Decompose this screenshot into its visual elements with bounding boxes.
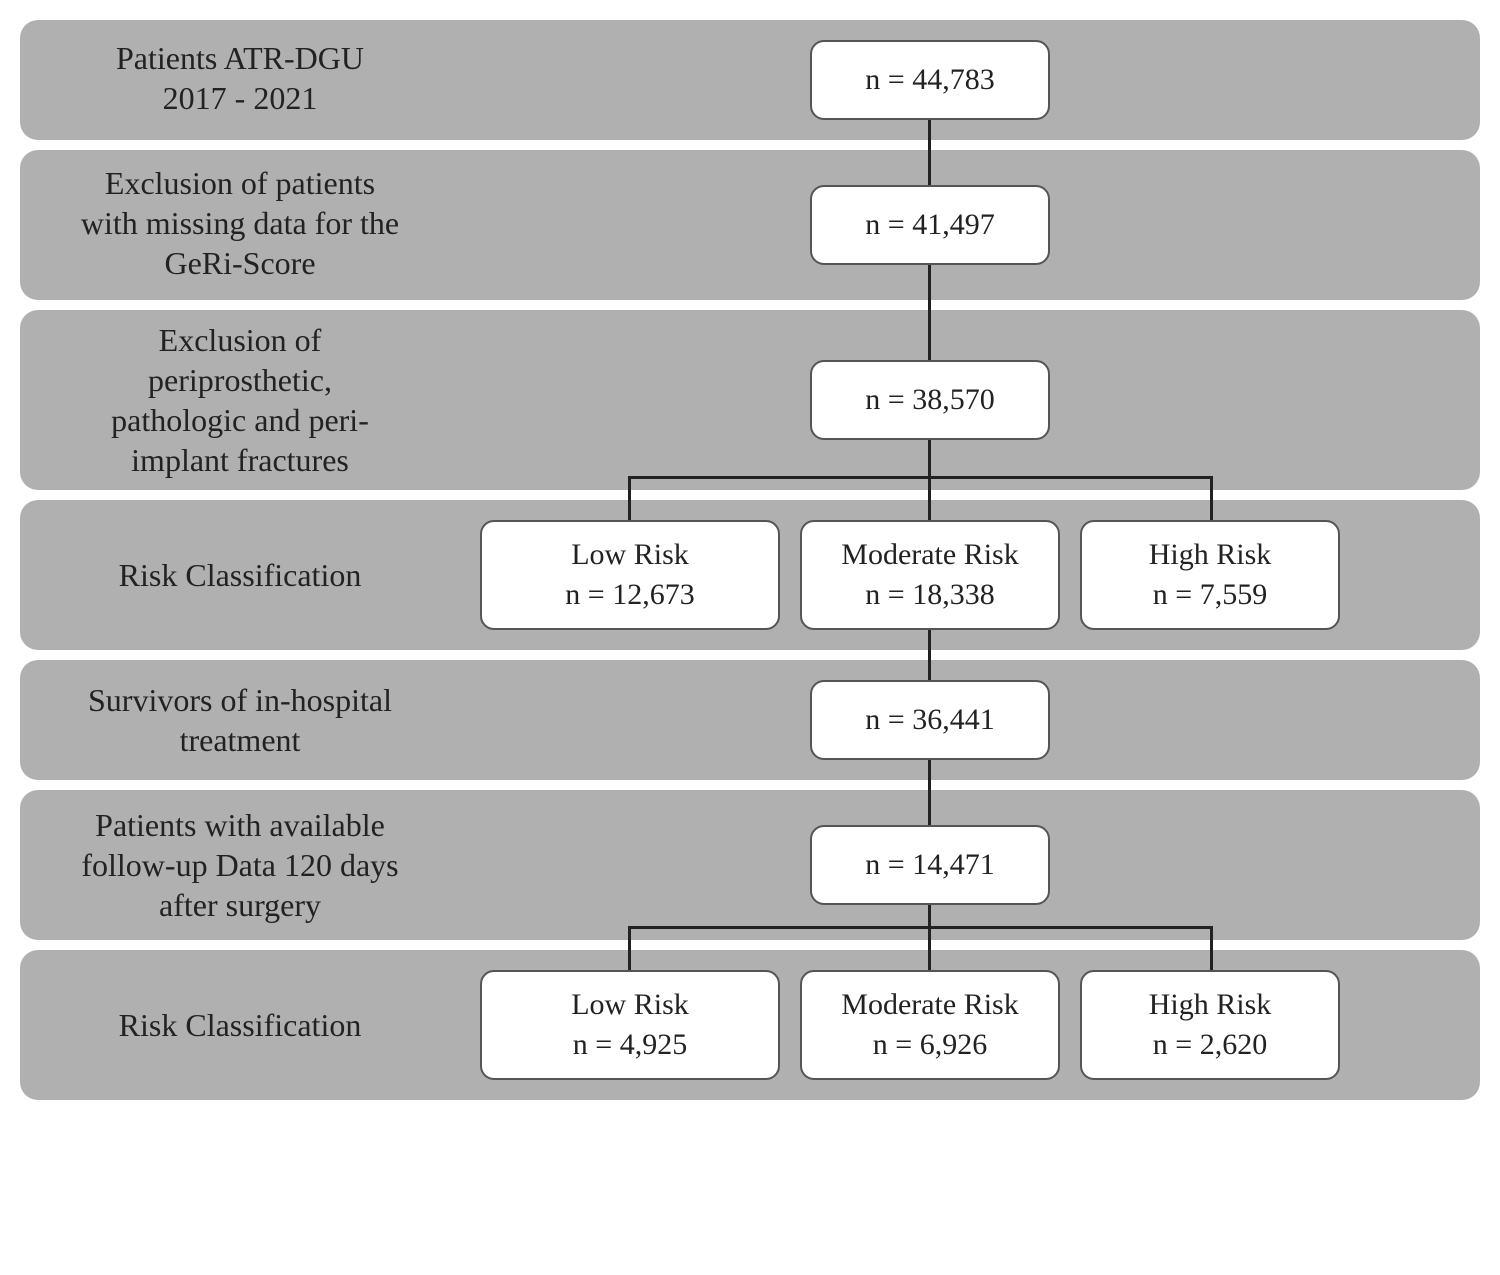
connector-v-1	[928, 120, 931, 185]
row-label-3: Exclusion of periprosthetic, pathologic …	[40, 320, 440, 480]
row-2-line-2: with missing data for the	[81, 205, 399, 241]
row-5-line-2: treatment	[180, 722, 301, 758]
node-total: n = 44,783	[810, 40, 1050, 120]
row-7-line-1: Risk Classification	[119, 1007, 362, 1043]
connector-v-2	[928, 265, 931, 360]
connector-branch2-drop-mod	[928, 926, 931, 970]
node-risk2-low-count: n = 4,925	[573, 1025, 687, 1066]
node-risk2-high-count: n = 2,620	[1153, 1025, 1267, 1066]
row-label-6: Patients with available follow-up Data 1…	[40, 805, 440, 925]
row-3-line-1: Exclusion of	[159, 322, 322, 358]
row-2-line-3: GeRi-Score	[164, 245, 315, 281]
node-risk2-mod-count: n = 6,926	[873, 1025, 987, 1066]
row-1-line-2: 2017 - 2021	[163, 80, 318, 116]
node-after-exclusion: n = 38,570	[810, 360, 1050, 440]
node-risk1-high: High Risk n = 7,559	[1080, 520, 1340, 630]
node-risk2-low-title: Low Risk	[571, 985, 689, 1026]
connector-v-3	[928, 440, 931, 478]
row-3-line-2: periprosthetic,	[148, 362, 332, 398]
row-label-1: Patients ATR-DGU 2017 - 2021	[40, 38, 440, 118]
node-followup-count: n = 14,471	[865, 845, 994, 886]
row-6-line-2: follow-up Data 120 days	[81, 847, 398, 883]
row-3-line-3: pathologic and peri-	[111, 402, 369, 438]
node-survivors-count: n = 36,441	[865, 700, 994, 741]
row-5-line-1: Survivors of in-hospital	[88, 682, 392, 718]
node-risk1-high-count: n = 7,559	[1153, 575, 1267, 616]
node-risk1-high-title: High Risk	[1149, 535, 1272, 576]
node-followup: n = 14,471	[810, 825, 1050, 905]
node-risk2-high: High Risk n = 2,620	[1080, 970, 1340, 1080]
row-label-2: Exclusion of patients with missing data …	[40, 163, 440, 283]
row-label-5: Survivors of in-hospital treatment	[40, 680, 440, 760]
row-3-line-4: implant fractures	[131, 442, 349, 478]
connector-branch2-drop-high	[1210, 926, 1213, 970]
row-6-line-1: Patients with available	[95, 807, 385, 843]
node-risk2-mod: Moderate Risk n = 6,926	[800, 970, 1060, 1080]
node-risk1-low: Low Risk n = 12,673	[480, 520, 780, 630]
connector-branch2-h	[628, 926, 1213, 929]
node-risk2-mod-title: Moderate Risk	[841, 985, 1018, 1026]
row-label-4: Risk Classification	[40, 555, 440, 595]
node-after-missing-count: n = 41,497	[865, 205, 994, 246]
node-risk1-low-title: Low Risk	[571, 535, 689, 576]
row-1-line-1: Patients ATR-DGU	[116, 40, 364, 76]
node-risk2-low: Low Risk n = 4,925	[480, 970, 780, 1080]
node-risk1-low-count: n = 12,673	[565, 575, 694, 616]
node-risk2-high-title: High Risk	[1149, 985, 1272, 1026]
node-after-missing: n = 41,497	[810, 185, 1050, 265]
connector-v-4	[928, 630, 931, 680]
row-2-line-1: Exclusion of patients	[105, 165, 375, 201]
node-risk1-mod: Moderate Risk n = 18,338	[800, 520, 1060, 630]
flowchart: Patients ATR-DGU 2017 - 2021 Exclusion o…	[20, 20, 1480, 1255]
connector-v-5	[928, 760, 931, 825]
node-survivors: n = 36,441	[810, 680, 1050, 760]
row-6-line-3: after surgery	[159, 887, 321, 923]
connector-branch1-drop-mod	[928, 476, 931, 520]
connector-branch1-drop-low	[628, 476, 631, 520]
node-after-exclusion-count: n = 38,570	[865, 380, 994, 421]
connector-branch2-drop-low	[628, 926, 631, 970]
connector-branch1-drop-high	[1210, 476, 1213, 520]
connector-v-6	[928, 905, 931, 928]
node-total-count: n = 44,783	[865, 60, 994, 101]
connector-branch1-h	[628, 476, 1213, 479]
row-4-line-1: Risk Classification	[119, 557, 362, 593]
row-label-7: Risk Classification	[40, 1005, 440, 1045]
node-risk1-mod-count: n = 18,338	[865, 575, 994, 616]
node-risk1-mod-title: Moderate Risk	[841, 535, 1018, 576]
